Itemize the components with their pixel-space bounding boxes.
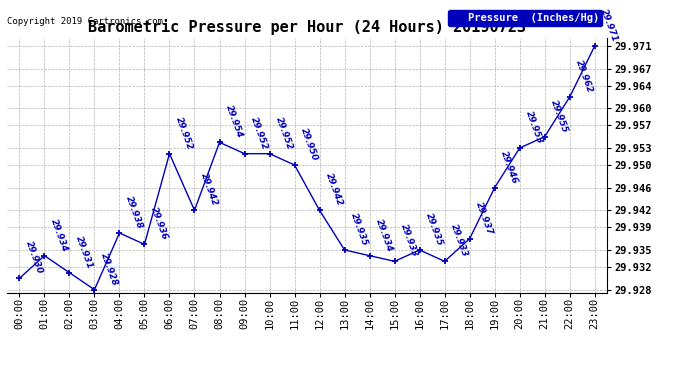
Text: 29.935: 29.935 [424, 211, 444, 247]
Text: 29.953: 29.953 [524, 110, 544, 145]
Text: 29.962: 29.962 [574, 58, 594, 94]
Text: 29.952: 29.952 [174, 115, 194, 151]
Text: 29.954: 29.954 [224, 104, 244, 140]
Text: 29.946: 29.946 [499, 149, 519, 185]
Text: 29.952: 29.952 [274, 115, 294, 151]
Text: 29.934: 29.934 [374, 217, 394, 253]
Text: 29.934: 29.934 [48, 217, 69, 253]
Text: 29.933: 29.933 [399, 223, 419, 258]
Text: 29.937: 29.937 [474, 200, 494, 236]
Text: 29.952: 29.952 [248, 115, 269, 151]
Text: 29.942: 29.942 [324, 172, 344, 207]
Text: 29.928: 29.928 [99, 251, 119, 287]
Text: Copyright 2019 Cartronics.com: Copyright 2019 Cartronics.com [7, 17, 163, 26]
Text: 29.942: 29.942 [199, 172, 219, 207]
Text: 29.938: 29.938 [124, 195, 144, 230]
Text: 29.936: 29.936 [148, 206, 169, 242]
Title: Barometric Pressure per Hour (24 Hours) 20190723: Barometric Pressure per Hour (24 Hours) … [88, 19, 526, 35]
Text: 29.930: 29.930 [23, 240, 44, 276]
Text: 29.933: 29.933 [448, 223, 469, 258]
Text: 29.955: 29.955 [549, 98, 569, 134]
Text: 29.935: 29.935 [348, 211, 369, 247]
Text: 29.971: 29.971 [599, 8, 619, 43]
Text: 29.931: 29.931 [74, 234, 94, 270]
Text: 29.950: 29.950 [299, 127, 319, 162]
Legend: Pressure  (Inches/Hg): Pressure (Inches/Hg) [448, 9, 602, 26]
